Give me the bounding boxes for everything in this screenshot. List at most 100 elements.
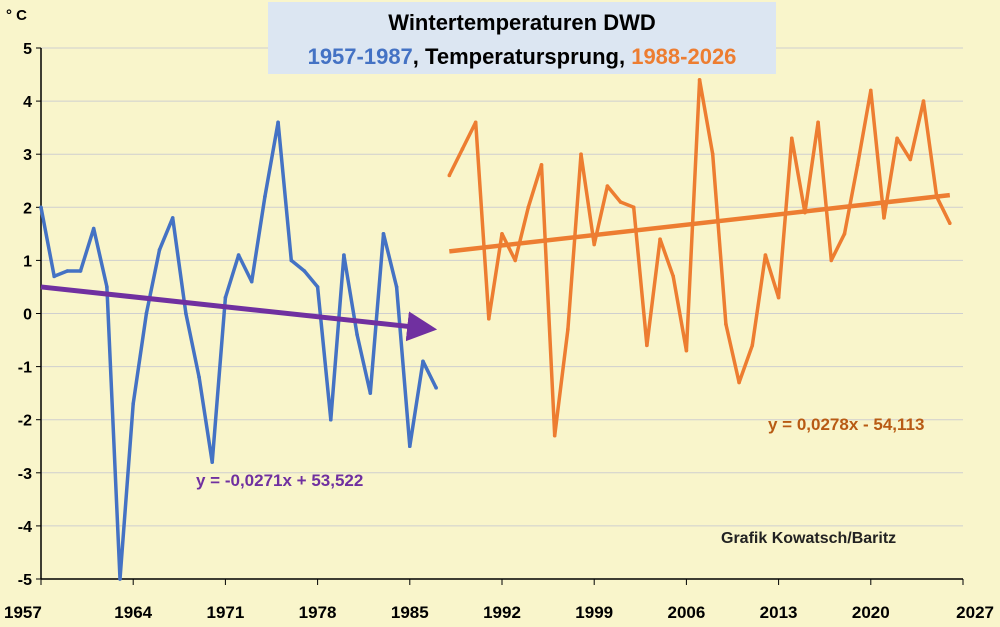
- y-tick-label-3: 3: [23, 147, 32, 164]
- data-point-1-2019: [855, 163, 860, 167]
- title-middle: , Temperatursprung,: [413, 44, 631, 69]
- data-point-0-1970: [210, 460, 215, 464]
- trendline-0: [40, 284, 438, 342]
- data-point-1-2005: [671, 274, 676, 279]
- data-point-0-1963: [118, 577, 122, 581]
- y-tick-label-0: 0: [23, 307, 32, 324]
- data-point-0-1971: [223, 295, 228, 300]
- data-point-1-1988: [447, 173, 452, 178]
- data-point-0-1958: [52, 274, 56, 279]
- data-point-0-1983: [381, 232, 386, 236]
- data-point-0-1987: [434, 386, 438, 390]
- x-tick-label-1964: 1964: [114, 603, 152, 622]
- data-point-1-2001: [618, 200, 623, 204]
- data-point-1-2009: [724, 322, 728, 326]
- data-point-0-1984: [394, 285, 399, 289]
- trend-equation-1957-1987: y = -0,0271x + 53,522: [196, 471, 363, 490]
- data-point-1-2013: [776, 295, 781, 300]
- title-background: [268, 2, 776, 74]
- chart-title-line2: 1957-1987, Temperatursprung, 1988-2026: [308, 44, 737, 69]
- data-point-1-2024: [921, 99, 926, 103]
- data-point-1-2010: [737, 380, 741, 385]
- data-point-0-1961: [91, 226, 96, 231]
- title-period1: 1957-1987: [308, 44, 413, 69]
- data-point-0-1972: [236, 253, 241, 257]
- data-point-1-2002: [631, 205, 636, 210]
- data-point-0-1975: [276, 120, 280, 125]
- y-tick-label-4: 4: [23, 94, 32, 111]
- data-point-1-2023: [908, 157, 913, 162]
- title-period2: 1988-2026: [631, 44, 736, 69]
- y-tick-label--5: -5: [18, 572, 32, 589]
- y-tick-label-1: 1: [23, 253, 32, 270]
- data-point-1-1996: [552, 433, 557, 438]
- data-point-1-2008: [710, 152, 715, 156]
- data-point-0-1968: [184, 311, 188, 316]
- data-point-1-2012: [763, 253, 768, 257]
- data-point-1-2003: [645, 343, 649, 348]
- data-point-1-1991: [487, 317, 491, 321]
- data-point-0-1982: [368, 391, 373, 395]
- credit-annotation: Grafik Kowatsch/Baritz: [721, 530, 896, 547]
- data-point-0-1977: [302, 269, 307, 273]
- x-tick-label-1992: 1992: [483, 603, 521, 622]
- x-tick-label-1985: 1985: [391, 603, 429, 622]
- data-point-0-1957: [39, 205, 43, 210]
- data-point-0-1974: [263, 194, 267, 199]
- data-point-1-2000: [605, 184, 610, 188]
- data-point-1-1997: [566, 327, 570, 332]
- data-point-1-2004: [658, 237, 662, 241]
- y-tick-label--3: -3: [18, 466, 32, 483]
- data-point-0-1967: [170, 216, 175, 220]
- data-point-1-2020: [869, 88, 873, 93]
- data-point-1-1989: [460, 147, 465, 151]
- trend-layer: [40, 192, 951, 342]
- y-tick-label-5: 5: [23, 41, 32, 58]
- data-point-1-2016: [816, 120, 820, 125]
- title-box: Wintertemperaturen DWD 1957-1987, Temper…: [268, 2, 776, 74]
- data-point-1-2011: [750, 343, 755, 348]
- data-point-0-1985: [408, 444, 412, 449]
- data-point-0-1959: [65, 269, 70, 273]
- x-tick-label-1999: 1999: [575, 603, 613, 622]
- data-point-0-1978: [315, 285, 320, 289]
- data-point-0-1966: [157, 247, 162, 252]
- data-point-1-2026: [948, 221, 952, 226]
- data-point-0-1986: [421, 359, 425, 364]
- x-tick-label-1978: 1978: [299, 603, 337, 622]
- x-tick-label-2013: 2013: [760, 603, 798, 622]
- data-point-0-1964: [131, 401, 135, 406]
- data-point-0-1960: [78, 269, 83, 273]
- data-point-1-2022: [895, 136, 899, 141]
- x-tick-label-2020: 2020: [852, 603, 890, 622]
- x-tick-label-1971: 1971: [206, 603, 244, 622]
- data-point-0-1973: [249, 279, 254, 284]
- data-point-1-1994: [526, 205, 531, 210]
- data-point-1-2006: [684, 348, 689, 353]
- data-point-0-1965: [144, 311, 149, 316]
- data-point-1-1998: [579, 152, 583, 156]
- data-point-0-1969: [197, 375, 201, 380]
- data-point-1-2007: [697, 78, 702, 82]
- data-point-1-1992: [500, 232, 504, 236]
- data-point-1-2014: [789, 136, 794, 141]
- data-point-0-1980: [342, 253, 346, 257]
- trendline-1: [449, 192, 951, 254]
- y-tick-label--1: -1: [18, 360, 32, 377]
- y-tick-label-2: 2: [23, 200, 32, 217]
- x-tick-label-2006: 2006: [667, 603, 705, 622]
- y-tick-label--4: -4: [18, 519, 32, 536]
- chart-title-line1: Wintertemperaturen DWD: [388, 10, 656, 35]
- trend-equation-1988-2026: y = 0,0278x - 54,113: [768, 415, 924, 434]
- data-point-1-2017: [829, 258, 834, 263]
- data-point-0-1979: [328, 417, 333, 422]
- x-tick-label-2027: 2027: [956, 603, 994, 622]
- data-point-1-1999: [592, 242, 596, 247]
- data-point-0-1962: [105, 285, 109, 289]
- data-point-0-1981: [355, 332, 359, 337]
- data-point-1-1990: [473, 120, 478, 125]
- data-point-0-1976: [289, 258, 294, 263]
- data-point-1-1995: [539, 163, 544, 167]
